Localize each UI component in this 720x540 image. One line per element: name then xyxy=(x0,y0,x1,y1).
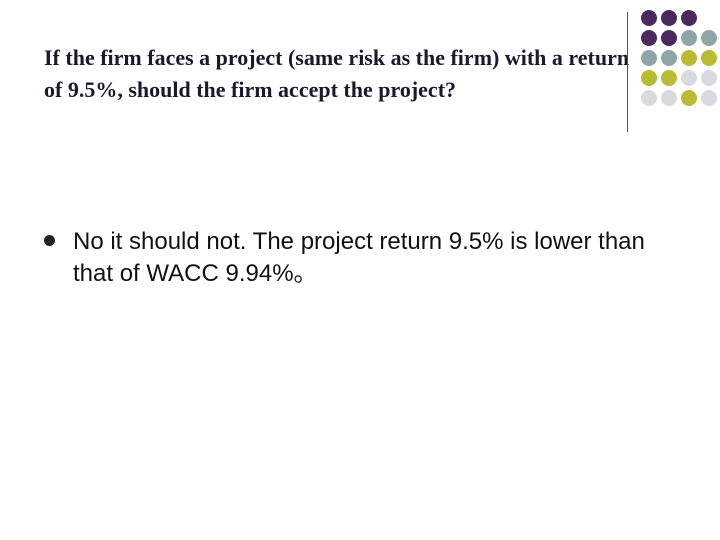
decorative-dot xyxy=(661,30,677,46)
decorative-dot-grid xyxy=(0,0,720,150)
decorative-dot xyxy=(641,10,657,26)
decorative-dot xyxy=(681,30,697,46)
bullet-icon xyxy=(44,235,55,246)
decorative-dot xyxy=(661,70,677,86)
decorative-dot xyxy=(641,70,657,86)
decorative-dot xyxy=(701,50,717,66)
decorative-dot xyxy=(661,10,677,26)
decorative-dot xyxy=(681,10,697,26)
decorative-dot xyxy=(661,50,677,66)
decorative-dot xyxy=(681,90,697,106)
decorative-dot xyxy=(701,30,717,46)
decorative-dot xyxy=(701,70,717,86)
decorative-dot xyxy=(661,90,677,106)
decorative-dot xyxy=(681,50,697,66)
decorative-dot xyxy=(641,90,657,106)
decorative-dot xyxy=(641,30,657,46)
bullet-text: No it should not. The project return 9.5… xyxy=(73,228,645,287)
slide-title: If the firm faces a project (same risk a… xyxy=(44,45,630,102)
decorative-dot xyxy=(641,50,657,66)
decorative-dot xyxy=(681,70,697,86)
decorative-dot xyxy=(701,90,717,106)
vertical-divider xyxy=(627,12,628,132)
